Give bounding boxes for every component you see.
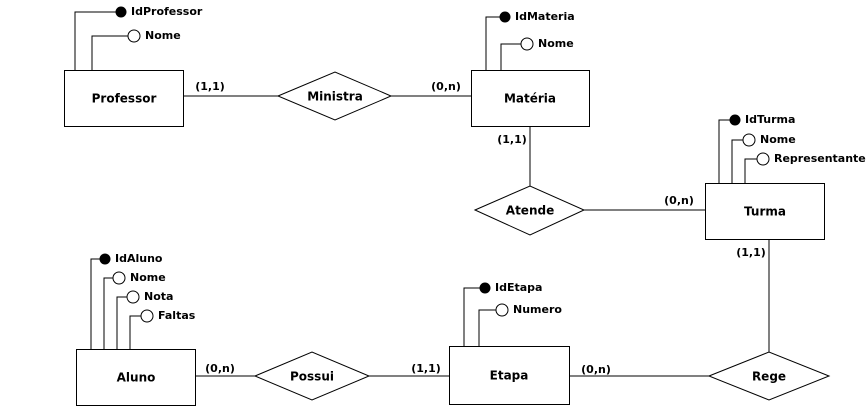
attr-idturma: IdTurma <box>745 113 795 126</box>
entity-etapa[interactable]: Etapa <box>449 346 570 405</box>
cardinality-possui-aluno: (0,n) <box>205 362 235 375</box>
primary-key-icon <box>499 11 511 23</box>
relationship-rege-label: Rege <box>752 370 786 384</box>
attribute-icon <box>520 37 534 51</box>
cardinality-turma-rege: (1,1) <box>736 246 766 259</box>
aluno-attributes: IdAluno Nome Nota Faltas <box>90 252 196 349</box>
cardinality-rege-etapa: (0,n) <box>581 363 611 376</box>
primary-key-icon <box>99 253 111 265</box>
primary-key-icon <box>479 282 491 294</box>
attr-professor-nome: Nome <box>145 29 181 42</box>
entity-aluno[interactable]: Aluno <box>76 349 196 406</box>
attr-idaluno: IdAluno <box>115 252 163 265</box>
cardinality-professor-ministra: (1,1) <box>195 80 225 93</box>
relationship-atende-label: Atende <box>506 204 554 218</box>
turma-attributes: IdTurma Nome Representante <box>718 113 866 183</box>
attr-representante: Representante <box>774 152 866 165</box>
attribute-icon <box>140 309 154 323</box>
entity-professor[interactable]: Professor <box>64 70 184 127</box>
attribute-icon <box>126 290 140 304</box>
cardinality-etapa-possui: (1,1) <box>411 362 441 375</box>
attribute-icon <box>495 303 509 317</box>
relationship-ministra[interactable]: Ministra <box>276 71 393 121</box>
relationship-ministra-label: Ministra <box>307 90 363 104</box>
attr-numero: Numero <box>513 303 562 316</box>
relationship-atende[interactable]: Atende <box>473 185 586 236</box>
cardinality-materia-atende: (1,1) <box>497 133 527 146</box>
attribute-icon <box>127 29 141 43</box>
cardinality-ministra-materia: (0,n) <box>431 80 461 93</box>
entity-aluno-label: Aluno <box>117 371 156 385</box>
entity-materia[interactable]: Matéria <box>471 70 590 127</box>
attr-aluno-nome: Nome <box>130 271 166 284</box>
professor-attributes: IdProfessor Nome <box>74 5 203 70</box>
entity-turma[interactable]: Turma <box>705 183 825 240</box>
materia-attributes: IdMateria Nome <box>485 10 575 70</box>
primary-key-icon <box>729 114 741 126</box>
relationship-possui[interactable]: Possui <box>253 351 371 401</box>
attr-idprofessor: IdProfessor <box>131 5 203 18</box>
entity-turma-label: Turma <box>744 205 786 219</box>
attribute-icon <box>756 152 770 166</box>
attr-idmateria: IdMateria <box>515 10 575 23</box>
relationship-possui-label: Possui <box>290 370 334 384</box>
relationship-rege[interactable]: Rege <box>707 351 831 401</box>
entity-professor-label: Professor <box>92 92 157 106</box>
attr-nota: Nota <box>144 290 173 303</box>
attribute-icon <box>112 271 126 285</box>
primary-key-icon <box>115 6 127 18</box>
attr-turma-nome: Nome <box>760 133 796 146</box>
entity-materia-label: Matéria <box>504 92 556 106</box>
etapa-attributes: IdEtapa Numero <box>463 281 562 346</box>
attr-faltas: Faltas <box>158 309 196 322</box>
attr-idetapa: IdEtapa <box>495 281 542 294</box>
cardinality-atende-turma: (0,n) <box>664 194 694 207</box>
entity-etapa-label: Etapa <box>490 369 529 383</box>
attr-materia-nome: Nome <box>538 37 574 50</box>
attribute-icon <box>742 133 756 147</box>
